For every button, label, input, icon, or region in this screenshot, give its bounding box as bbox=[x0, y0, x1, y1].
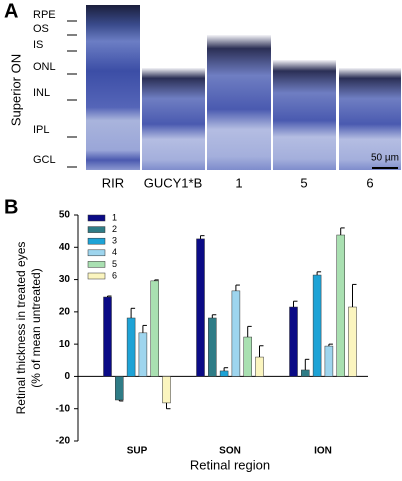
bar bbox=[150, 280, 159, 377]
error-bar bbox=[211, 314, 217, 318]
layer-label: INL bbox=[33, 87, 50, 99]
x-axis-label: Retinal region bbox=[190, 457, 270, 472]
bar bbox=[336, 234, 345, 377]
y-axis-label: (% of mean untreated) bbox=[29, 268, 43, 387]
micrograph bbox=[142, 68, 205, 170]
y-tick-label: 30 bbox=[59, 274, 71, 285]
bar bbox=[126, 317, 136, 377]
x-tick-label: SUP bbox=[127, 446, 148, 457]
error-bar bbox=[352, 283, 357, 308]
bar bbox=[103, 296, 112, 377]
legend-label: 6 bbox=[112, 270, 117, 280]
column-label: 1 bbox=[235, 175, 242, 190]
x-tick-label: ION bbox=[314, 446, 332, 457]
bar bbox=[219, 370, 229, 377]
legend-swatch bbox=[87, 214, 106, 222]
bar bbox=[289, 306, 298, 377]
bar bbox=[312, 274, 322, 377]
y-tick-label: 0 bbox=[64, 371, 70, 382]
bar bbox=[231, 290, 241, 377]
layer-label: RPE bbox=[33, 9, 56, 21]
y-tick-label: 50 bbox=[59, 210, 71, 221]
error-bar bbox=[118, 399, 124, 402]
bar bbox=[162, 376, 171, 404]
bar bbox=[324, 345, 334, 377]
column-label: GUCY1*B bbox=[144, 175, 203, 190]
micrograph bbox=[86, 5, 140, 170]
column-label: 5 bbox=[300, 175, 307, 190]
bar bbox=[255, 356, 264, 377]
bar bbox=[243, 336, 252, 377]
column-label: 6 bbox=[366, 175, 373, 190]
x-tick-label: SON bbox=[219, 446, 241, 457]
bar bbox=[208, 317, 217, 377]
error-bar bbox=[304, 358, 310, 370]
bar bbox=[138, 332, 148, 377]
error-bar bbox=[166, 402, 171, 410]
error-bar bbox=[200, 235, 205, 239]
y-axis-label: Retinal thickness in treated eyes bbox=[14, 242, 28, 415]
legend-swatch bbox=[87, 237, 106, 245]
micrograph bbox=[273, 60, 336, 170]
layer-label: ONL bbox=[33, 61, 56, 73]
layer-label: IS bbox=[33, 39, 43, 51]
legend-label: 3 bbox=[112, 236, 117, 246]
error-bar bbox=[130, 307, 136, 318]
legend-label: 5 bbox=[112, 259, 117, 269]
y-tick-label: 10 bbox=[59, 339, 71, 350]
layer-label: OS bbox=[33, 23, 49, 35]
legend-swatch bbox=[87, 272, 106, 280]
error-bar bbox=[316, 271, 322, 276]
legend-label: 2 bbox=[112, 224, 117, 234]
layer-label: GCL bbox=[33, 154, 56, 166]
y-tick-label: -10 bbox=[56, 403, 71, 414]
legend-swatch bbox=[87, 249, 106, 257]
legend-swatch bbox=[87, 226, 106, 233]
error-bar bbox=[142, 324, 147, 333]
error-bar bbox=[235, 284, 240, 291]
micrograph bbox=[207, 35, 271, 170]
legend-label: 1 bbox=[112, 212, 117, 222]
error-bar bbox=[223, 367, 229, 371]
legend-swatch bbox=[87, 261, 106, 268]
scale-bar-label: 50 µm bbox=[371, 153, 399, 164]
y-tick-label: -20 bbox=[56, 436, 71, 447]
error-bar bbox=[328, 343, 333, 347]
panel-label: B bbox=[4, 196, 18, 218]
y-tick-label: 40 bbox=[59, 242, 71, 253]
bar bbox=[348, 306, 357, 377]
column-label: RIR bbox=[102, 175, 124, 190]
bar bbox=[196, 238, 205, 377]
y-tick-label: 20 bbox=[59, 306, 71, 317]
bar bbox=[301, 369, 310, 377]
error-bar bbox=[154, 279, 159, 281]
legend-label: 4 bbox=[112, 247, 117, 257]
error-bar bbox=[340, 227, 345, 236]
error-bar bbox=[107, 295, 112, 298]
error-bar bbox=[247, 325, 252, 338]
micrograph bbox=[339, 68, 401, 170]
error-bar bbox=[293, 300, 298, 308]
panel-label: A bbox=[4, 0, 18, 22]
bar bbox=[115, 376, 124, 401]
side-label: Superior ON bbox=[8, 54, 23, 126]
layer-label: IPL bbox=[33, 124, 50, 136]
error-bar bbox=[259, 345, 264, 358]
